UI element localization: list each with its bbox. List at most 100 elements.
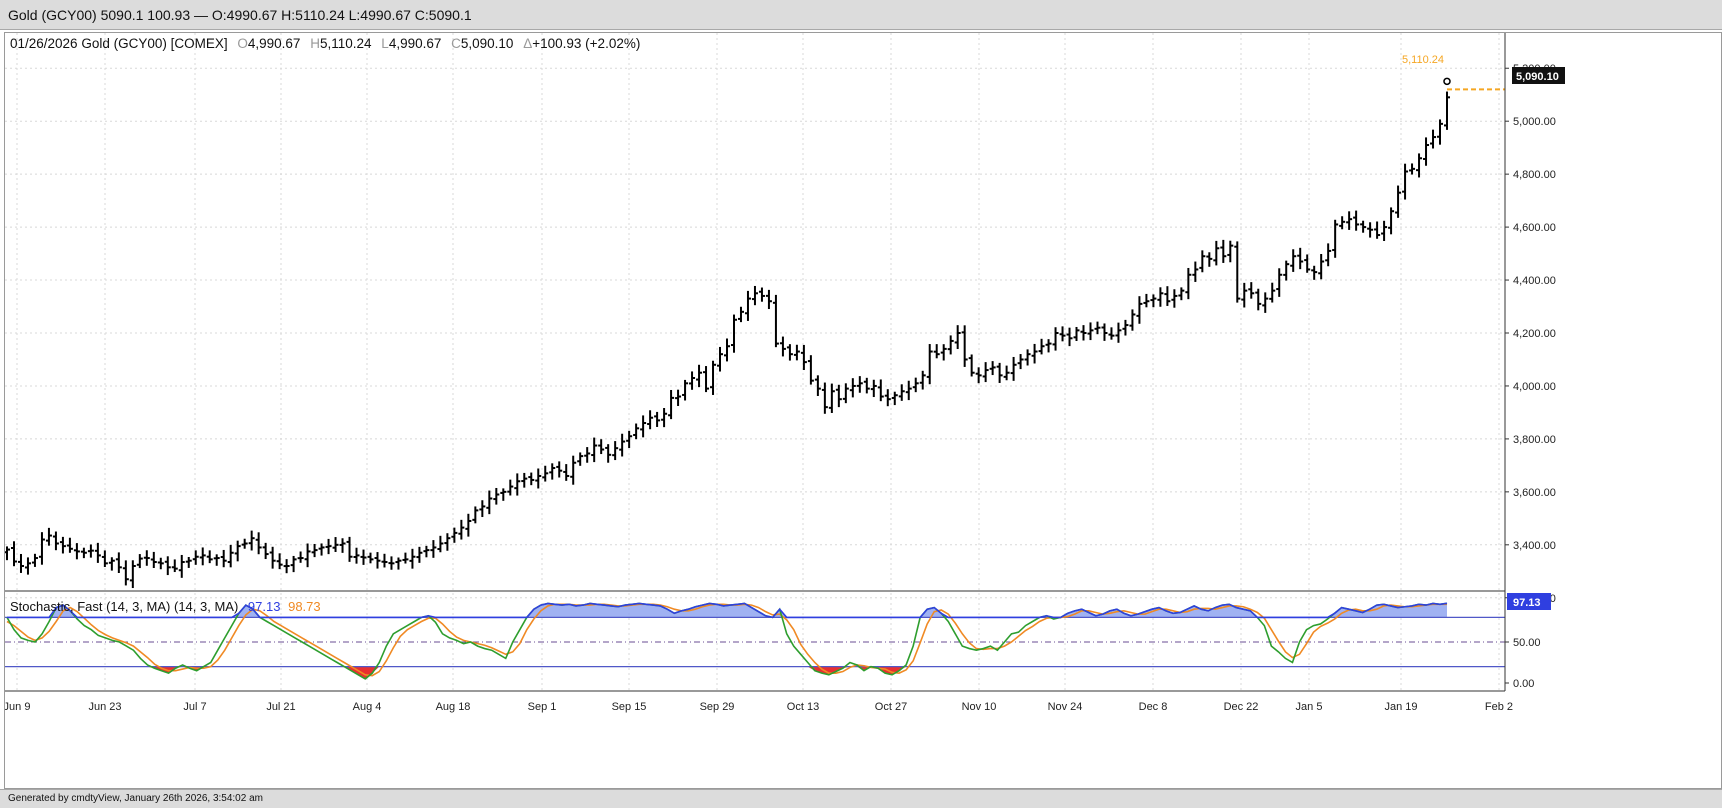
ohlc-bar: [1353, 210, 1360, 231]
ohlc-bar: [828, 383, 835, 413]
ohlc-bar: [171, 559, 178, 573]
ohlc-bar: [143, 550, 150, 566]
ohlc-bar: [1122, 319, 1129, 336]
ohlc-bar: [772, 294, 779, 348]
ohlc-bar: [276, 553, 283, 570]
ohlc-bar: [1024, 349, 1031, 366]
ohlc-bar: [1213, 240, 1220, 266]
ohlc-bar: [346, 536, 353, 562]
stoch-legend: Stochastic, Fast (14, 3, MA) (14, 3, MA)…: [10, 599, 321, 614]
ohlc-bar: [227, 544, 234, 568]
stoch-y-tick-label: 50.00: [1513, 637, 1541, 649]
ohlc-bar: [724, 338, 730, 362]
ohlc-bar: [1409, 163, 1416, 175]
ohlc-bar: [612, 441, 619, 461]
y-tick-label: 5,000.00: [1513, 116, 1556, 128]
ohlc-bar: [24, 557, 31, 575]
ohlc-bar: [570, 455, 577, 485]
ohlc-bar: [1171, 289, 1178, 308]
ohlc-bar: [898, 384, 905, 401]
ohlc-bar: [101, 550, 108, 568]
ohlc-bar: [367, 552, 374, 564]
ohlc-bar: [1430, 129, 1437, 149]
chart-canvas[interactable]: Jun 9 Jun 23 Jul 7 Jul 21 Aug 4 Aug 18 Sep 1 Se…: [4, 33, 1721, 788]
ohlc-bar: [668, 389, 675, 420]
ohlc-bar: [919, 370, 926, 390]
ohlc-bar: [1423, 137, 1430, 166]
ohlc-bar: [1346, 211, 1353, 230]
ohlc-bar: [710, 360, 717, 395]
ohlc-bar: [675, 389, 682, 406]
x-tick-label: Dec 22: [1224, 701, 1259, 713]
legend-open-value: 4,990.67: [248, 36, 301, 51]
ohlc-bar: [605, 444, 612, 463]
ohlc-bar: [633, 423, 640, 440]
ohlc-bar: [996, 362, 1003, 383]
y-tick-label: 4,600.00: [1513, 222, 1556, 234]
ohlc-bar: [1248, 282, 1255, 299]
chart-frame: Jun 9 Jun 23 Jul 7 Jul 21 Aug 4 Aug 18 Sep 1 Se…: [4, 32, 1722, 789]
ohlc-bar: [388, 556, 395, 570]
ohlc-bar: [136, 554, 143, 569]
ohlc-bar: [122, 560, 129, 586]
footer-text: Generated by cmdtyView, January 26th 202…: [8, 793, 263, 804]
ohlc-bar: [696, 364, 703, 388]
ohlc-bar: [402, 552, 409, 564]
ohlc-bar: [786, 344, 793, 361]
stoch-k-value: 97.13: [248, 599, 281, 614]
ohlc-bar: [150, 551, 157, 569]
window-title-bar: Gold (GCY00) 5090.1 100.93 — O:4990.67 H…: [0, 0, 1722, 30]
legend-high-label: H: [310, 36, 320, 51]
ohlc-bar: [989, 361, 996, 376]
stoch-k-tag: 97.13: [1507, 593, 1551, 610]
stoch-d-value: 98.73: [288, 599, 321, 614]
ohlc-bar: [912, 377, 919, 393]
ohlc-bar: [619, 433, 626, 457]
y-tick-label: 4,400.00: [1513, 275, 1556, 287]
ohlc-bar: [1367, 222, 1374, 238]
x-tick-label: Jul 7: [183, 701, 206, 713]
ohlc-bar: [73, 543, 80, 560]
ohlc-bar: [800, 344, 807, 370]
y-tick-label: 3,400.00: [1513, 540, 1556, 552]
ohlc-bar: [961, 325, 968, 367]
ohlc-bar: [500, 488, 507, 501]
ohlc-bar: [926, 344, 933, 385]
ohlc-bar: [661, 408, 668, 428]
ohlc-bar: [905, 380, 912, 401]
ohlc-bar: [1073, 326, 1080, 341]
legend-change-label: Δ: [523, 36, 532, 51]
ohlc-bar: [360, 549, 367, 565]
ohlc-bar: [1255, 288, 1262, 311]
ohlc-bar: [339, 538, 346, 553]
ohlc-bar: [1010, 356, 1017, 381]
ohlc-bar: [185, 556, 192, 568]
y-tick-label: 4,800.00: [1513, 169, 1556, 181]
ohlc-bar: [640, 415, 647, 438]
ohlc-bar: [1220, 239, 1227, 263]
ohlc-bar: [814, 375, 821, 396]
ohlc-bar: [1052, 327, 1059, 351]
ohlc-bar: [542, 465, 549, 482]
ohlc-bar: [1059, 326, 1066, 342]
y-tick-label: 3,800.00: [1513, 434, 1556, 446]
ohlc-bar: [975, 367, 982, 384]
session-high-marker: [1443, 77, 1451, 86]
ohlc-bar: [1129, 309, 1136, 331]
ohlc-bar: [737, 306, 744, 323]
ohlc-bar: [66, 537, 73, 553]
ohlc-bar: [1206, 252, 1213, 267]
ohlc-bar: [1290, 249, 1297, 272]
ohlc-bar: [297, 551, 304, 563]
ohlc-bar: [968, 354, 975, 377]
footer-bar: Generated by cmdtyView, January 26th 202…: [0, 789, 1722, 808]
ohlc-bar: [262, 542, 269, 560]
ohlc-bar: [458, 519, 465, 540]
ohlc-bar: [1241, 282, 1248, 308]
ohlc-bar: [409, 548, 416, 569]
ohlc-bar: [758, 287, 765, 302]
ohlc-bar: [647, 410, 654, 430]
legend-close-value: 5,090.10: [461, 36, 514, 51]
ohlc-bar: [353, 547, 360, 564]
ohlc-bar: [52, 531, 59, 551]
